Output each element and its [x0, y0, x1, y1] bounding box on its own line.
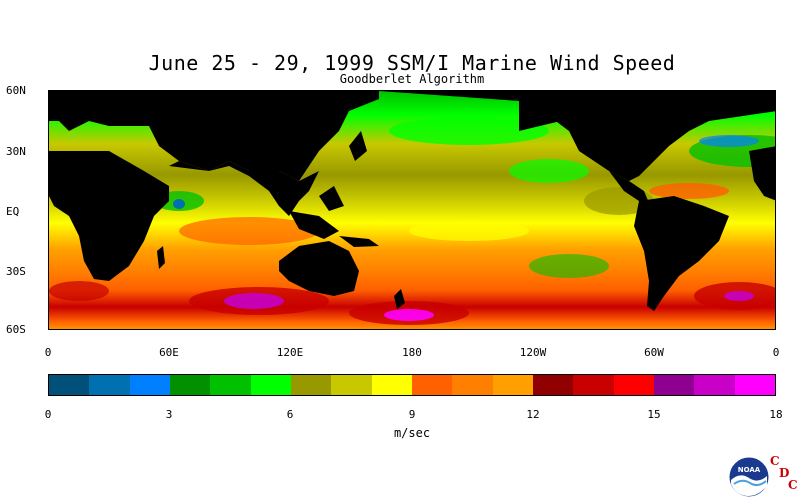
- colorbar-swatch-11: [492, 375, 533, 395]
- colorbar-swatch-13: [573, 375, 614, 395]
- colorbar-swatch-4: [210, 375, 251, 395]
- wind-patches: [49, 117, 775, 325]
- colorbar-swatch-16: [694, 375, 735, 395]
- colorbar-swatch-7: [331, 375, 372, 395]
- colorbar-swatch-3: [169, 375, 211, 395]
- colorbar-tick-15: 15: [647, 408, 661, 421]
- colorbar-swatch-10: [452, 375, 493, 395]
- lat-label-eq: EQ: [6, 205, 20, 218]
- lon-label-60w: 60W: [644, 346, 664, 359]
- colorbar-tick-12: 12: [526, 408, 540, 421]
- map-svg: [49, 91, 775, 329]
- colorbar-tick-9: 9: [408, 408, 416, 421]
- colorbar-swatch-2: [129, 375, 170, 395]
- colorbar-swatch-9: [411, 375, 453, 395]
- colorbar-swatch-1: [89, 375, 130, 395]
- colorbar-swatch-5: [250, 375, 291, 395]
- colorbar-swatch-17: [734, 375, 775, 395]
- lon-label-120e: 120E: [276, 346, 304, 359]
- lat-label-60n: 60N: [6, 84, 26, 97]
- noaa-logo-icon: NOAA: [728, 456, 770, 498]
- map-title: June 25 - 29, 1999 SSM/I Marine Wind Spe…: [148, 51, 676, 75]
- wind-speed-map: [48, 90, 776, 330]
- colorbar-swatch-15: [653, 375, 695, 395]
- lat-label-30n: 30N: [6, 145, 26, 158]
- colorbar-tick-18: 18: [769, 408, 783, 421]
- lat-label-30s: 30S: [6, 265, 26, 278]
- svg-text:NOAA: NOAA: [738, 466, 761, 474]
- colorbar-tick-0: 0: [44, 408, 52, 421]
- colorbar-swatch-14: [613, 375, 654, 395]
- colorbar-swatch-0: [49, 375, 90, 395]
- colorbar-units: m/sec: [393, 426, 431, 440]
- colorbar-tick-3: 3: [165, 408, 173, 421]
- lon-label-0: 0: [44, 346, 52, 359]
- lon-label-0-right: 0: [772, 346, 780, 359]
- colorbar-swatch-8: [371, 375, 412, 395]
- colorbar: [48, 374, 776, 396]
- cdc-letter-d: D: [779, 466, 790, 480]
- cdc-letter-c2: C: [788, 478, 798, 492]
- land-masses: [49, 91, 775, 311]
- map-subtitle: Goodberlet Algorithm: [339, 72, 485, 86]
- lon-label-180: 180: [402, 346, 422, 359]
- colorbar-swatch-12: [532, 375, 574, 395]
- colorbar-swatch-6: [290, 375, 332, 395]
- lat-label-60s: 60S: [6, 323, 26, 336]
- cdc-letter-c1: C: [770, 454, 780, 468]
- lon-label-120w: 120W: [519, 346, 547, 359]
- lon-label-60e: 60E: [159, 346, 179, 359]
- colorbar-tick-6: 6: [286, 408, 294, 421]
